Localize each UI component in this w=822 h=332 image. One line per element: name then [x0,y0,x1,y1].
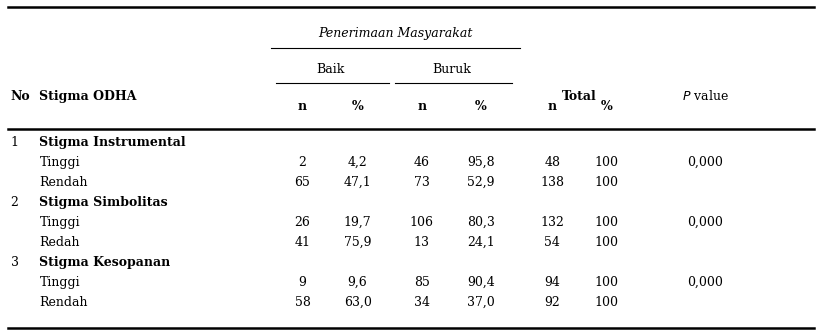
Text: 4,2: 4,2 [348,156,367,169]
Text: Stigma Simbolitas: Stigma Simbolitas [39,196,168,209]
Text: 26: 26 [294,216,311,229]
Text: n: n [417,100,427,113]
Text: 106: 106 [409,216,434,229]
Text: 9: 9 [298,276,307,289]
Text: n: n [298,100,307,113]
Text: 65: 65 [294,176,311,189]
Text: Buruk: Buruk [432,63,471,76]
Text: 100: 100 [594,295,619,309]
Text: Rendah: Rendah [39,295,88,309]
Text: 48: 48 [544,156,561,169]
Text: 0,000: 0,000 [687,216,723,229]
Text: Tinggi: Tinggi [39,216,80,229]
Text: 100: 100 [594,176,619,189]
Text: %: % [601,100,612,113]
Text: 0,000: 0,000 [687,156,723,169]
Text: 132: 132 [540,216,565,229]
Text: Baik: Baik [316,63,344,76]
Text: %: % [352,100,363,113]
Text: Stigma ODHA: Stigma ODHA [39,90,137,103]
Text: Stigma Instrumental: Stigma Instrumental [39,136,186,149]
Text: 73: 73 [413,176,430,189]
Text: 100: 100 [594,276,619,289]
Text: %: % [475,100,487,113]
Text: 85: 85 [413,276,430,289]
Text: $\it{P}$ value: $\it{P}$ value [682,89,728,103]
Text: 100: 100 [594,156,619,169]
Text: 100: 100 [594,236,619,249]
Text: 63,0: 63,0 [344,295,372,309]
Text: 94: 94 [544,276,561,289]
Text: 58: 58 [294,295,311,309]
Text: Rendah: Rendah [39,176,88,189]
Text: 92: 92 [544,295,561,309]
Text: 75,9: 75,9 [344,236,372,249]
Text: 100: 100 [594,216,619,229]
Text: Stigma Kesopanan: Stigma Kesopanan [39,256,171,269]
Text: 138: 138 [540,176,565,189]
Text: 80,3: 80,3 [467,216,495,229]
Text: 46: 46 [413,156,430,169]
Text: 9,6: 9,6 [348,276,367,289]
Text: Redah: Redah [39,236,80,249]
Text: 41: 41 [294,236,311,249]
Text: 2: 2 [11,196,19,209]
Text: 95,8: 95,8 [467,156,495,169]
Text: 54: 54 [544,236,561,249]
Text: Total: Total [562,90,597,103]
Text: 24,1: 24,1 [467,236,495,249]
Text: 47,1: 47,1 [344,176,372,189]
Text: 34: 34 [413,295,430,309]
Text: 0,000: 0,000 [687,276,723,289]
Text: 52,9: 52,9 [467,176,495,189]
Text: n: n [547,100,557,113]
Text: Penerimaan Masyarakat: Penerimaan Masyarakat [319,27,473,40]
Text: No: No [11,90,30,103]
Text: Tinggi: Tinggi [39,276,80,289]
Text: Tinggi: Tinggi [39,156,80,169]
Text: 2: 2 [298,156,307,169]
Text: 19,7: 19,7 [344,216,372,229]
Text: 3: 3 [11,256,19,269]
Text: 37,0: 37,0 [467,295,495,309]
Text: 13: 13 [413,236,430,249]
Text: 90,4: 90,4 [467,276,495,289]
Text: 1: 1 [11,136,19,149]
